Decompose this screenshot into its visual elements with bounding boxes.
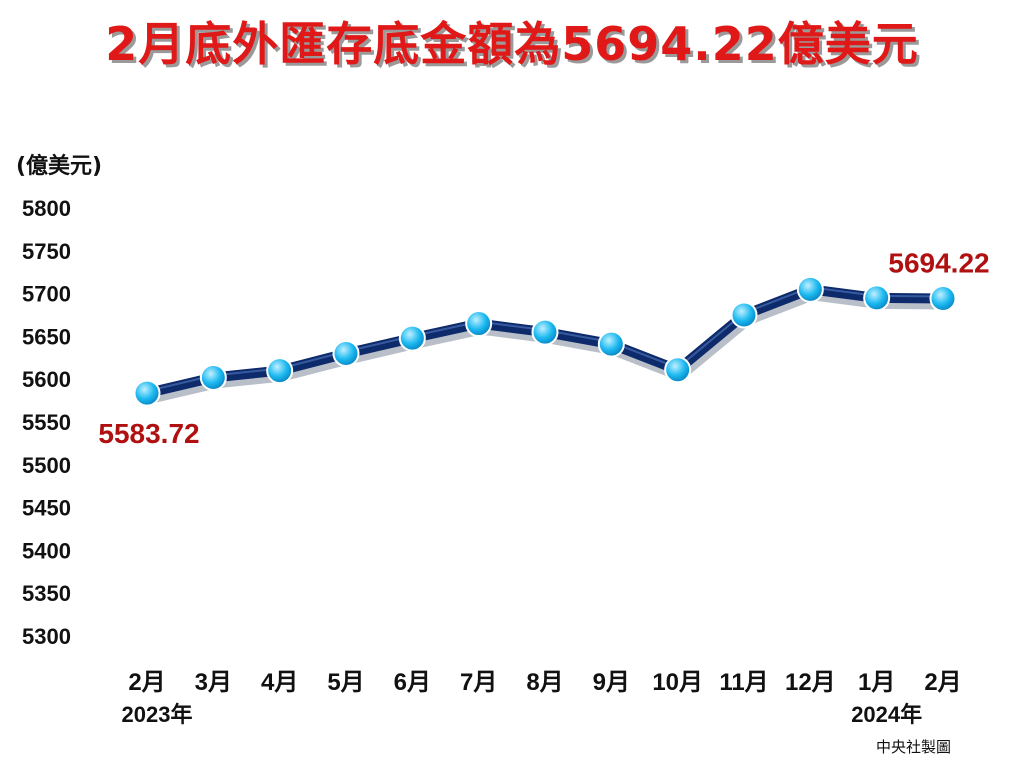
data-point [199, 363, 227, 391]
y-tick-label: 5600 [22, 367, 71, 392]
y-tick-label: 5500 [22, 453, 71, 478]
data-point [332, 340, 360, 368]
x-tick-label: 9月 [593, 669, 630, 696]
x-tick-label: 7月 [460, 669, 497, 696]
y-tick-label: 5700 [22, 282, 71, 307]
y-axis-ticks: 5800 5750 5700 5650 5600 5550 5500 5450 5400 5350… [22, 196, 71, 649]
x-tick-label: 6月 [394, 669, 431, 696]
value-callouts: 5583.72 5694.22 [98, 248, 989, 450]
y-axis-unit-label: (億美元) [16, 154, 103, 179]
y-tick-label: 5650 [22, 324, 71, 349]
y-tick-label: 5450 [22, 496, 71, 521]
y-tick-label: 5800 [22, 196, 71, 221]
x-tick-label: 10月 [652, 669, 703, 696]
x-tick-label: 1月 [858, 669, 895, 696]
source-credit: 中央社製圖 [876, 738, 952, 756]
x-tick-label: 4月 [261, 669, 298, 696]
y-tick-label: 5750 [22, 239, 71, 264]
year-label: 2023年 [122, 702, 193, 727]
x-tick-label: 11月 [719, 669, 768, 696]
series-markers [133, 275, 957, 407]
data-point [929, 285, 957, 313]
data-point [531, 318, 559, 346]
data-point [465, 310, 493, 338]
data-point [597, 330, 625, 358]
x-tick-label: 8月 [526, 669, 563, 696]
x-tick-label: 2月 [128, 669, 165, 696]
data-point [664, 356, 692, 384]
data-label: 5583.72 [98, 418, 199, 449]
data-point [398, 324, 426, 352]
data-point [863, 284, 891, 312]
y-tick-label: 5400 [22, 538, 71, 563]
data-point [730, 301, 758, 329]
x-tick-label: 2月 [924, 669, 961, 696]
data-label: 5694.22 [888, 248, 989, 279]
x-axis-ticks: 2月 3月 4月 5月 6月 7月 8月 9月 10月 11月 12月 1月 2月 [128, 669, 961, 696]
chart-title: 2月底外匯存底金額為5694.22億美元 [105, 17, 919, 71]
data-point [796, 275, 824, 303]
x-tick-label: 5月 [327, 669, 364, 696]
data-point [266, 357, 294, 385]
year-labels: 2023年 2024年 [122, 702, 923, 727]
year-label: 2024年 [851, 702, 922, 727]
data-point [133, 379, 161, 407]
x-tick-label: 3月 [195, 669, 232, 696]
x-tick-label: 12月 [785, 669, 836, 696]
y-tick-label: 5550 [22, 410, 71, 435]
y-tick-label: 5300 [22, 624, 71, 649]
y-tick-label: 5350 [22, 581, 71, 606]
